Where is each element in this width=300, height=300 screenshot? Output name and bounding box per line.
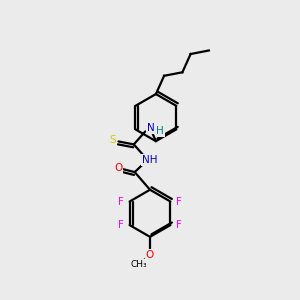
Text: O: O bbox=[114, 163, 122, 173]
Text: H: H bbox=[156, 126, 164, 136]
Text: F: F bbox=[176, 196, 182, 206]
Text: CH₃: CH₃ bbox=[130, 260, 147, 269]
Text: F: F bbox=[176, 220, 182, 230]
Text: NH: NH bbox=[142, 155, 158, 165]
Text: F: F bbox=[118, 196, 124, 206]
Text: O: O bbox=[146, 250, 154, 260]
Text: N: N bbox=[147, 123, 154, 133]
Text: F: F bbox=[118, 220, 124, 230]
Text: S: S bbox=[109, 135, 116, 145]
